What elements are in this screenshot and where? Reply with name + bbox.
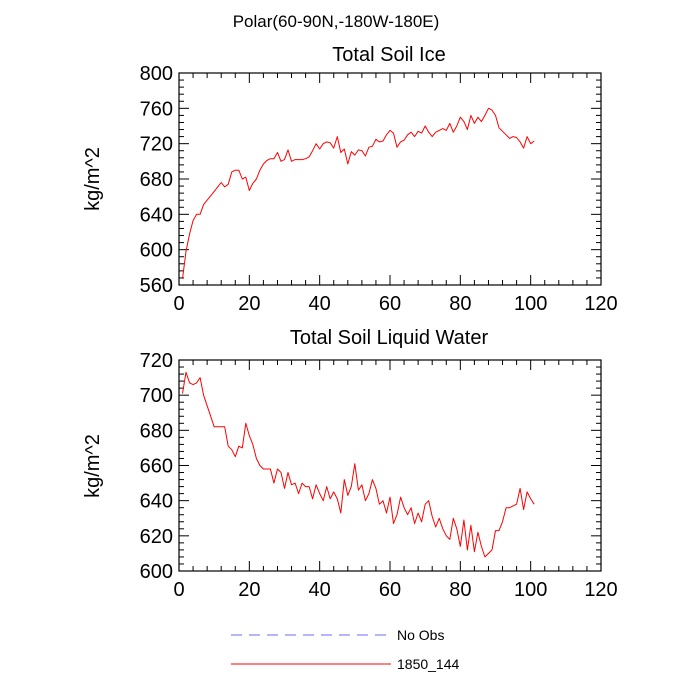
x-tick-label: 80 [449,579,471,601]
legend-label-no-obs: No Obs [397,627,444,643]
y-tick-label: 600 [140,240,173,262]
chart-title-soil-ice: Total Soil Ice [332,44,445,66]
x-tick-label: 60 [379,293,401,315]
panel-total-soil-liquid-water: Total Soil Liquid Water kg/m^2 0 20 40 60 80… [82,327,618,601]
chart-title-soil-liquid-water: Total Soil Liquid Water [290,327,489,349]
y-tick-label: 720 [140,350,173,372]
x-tick-label: 120 [584,293,617,315]
x-tick-label: 20 [238,293,260,315]
plot-area-soil-liquid-water: 0 20 40 60 80 100 120 600 620 640 660 680 700 720 [140,350,618,601]
y-axis-label-soil-ice: kg/m^2 [82,147,104,211]
y-tick-label: 700 [140,385,173,407]
y-tick-label: 680 [140,169,173,191]
series-line-1850_144 [182,107,535,279]
y-tick-label: 660 [140,456,173,478]
legend: No Obs 1850_144 [231,627,460,672]
plot-frame [178,72,602,286]
panel-total-soil-ice: Total Soil Ice kg/m^2 0 20 40 60 80 100 120 560… [82,44,618,315]
plot-area-soil-ice: 0 20 40 60 80 100 120 560 600 640 680 720 760 800 [140,63,618,315]
y-tick-label: 800 [140,63,173,85]
x-tick-label: 20 [238,579,260,601]
y-tick-label: 600 [140,561,173,583]
x-tick-label: 40 [309,579,331,601]
x-tick-label: 100 [514,293,547,315]
x-tick-label: 100 [514,579,547,601]
y-tick-label: 760 [140,98,173,120]
y-tick-label: 720 [140,134,173,156]
x-tick-label: 40 [309,293,331,315]
y-axis-label-soil-liquid-water: kg/m^2 [82,434,104,498]
x-tick-label: 120 [584,579,617,601]
y-tick-label: 620 [140,526,173,548]
x-tick-label: 80 [449,293,471,315]
y-tick-label: 680 [140,420,173,442]
plot-frame [178,359,602,572]
legend-label-1850-144: 1850_144 [397,656,460,672]
y-tick-label: 640 [140,491,173,513]
x-tick-label: 0 [173,293,184,315]
x-tick-label: 0 [173,579,184,601]
x-tick-label: 60 [379,579,401,601]
main-title: Polar(60-90N,-180W-180E) [233,12,440,31]
y-tick-label: 640 [140,204,173,226]
y-tick-label: 560 [140,275,173,297]
series-line-1850_144 [182,371,535,558]
